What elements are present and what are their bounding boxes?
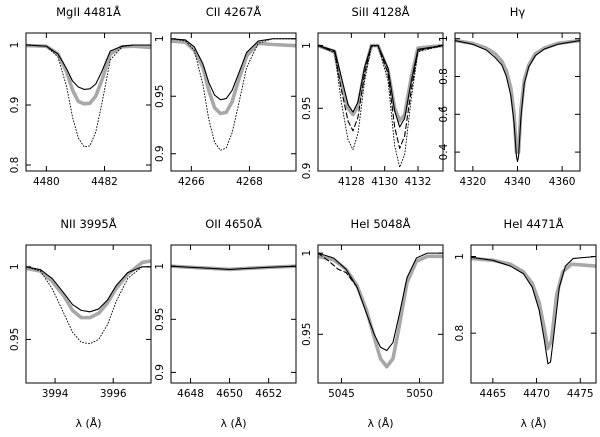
y-tick-label: 0.9 <box>9 97 21 114</box>
series-model-dotted <box>26 44 151 148</box>
plot-frame <box>25 32 152 172</box>
panel-1: 4480 4482 0.8 0.9 1 MgII 4481Å <box>9 4 152 188</box>
panel-3: 4128 4130 4132 0.9 0.95 1 SiII 4128Å <box>301 4 444 188</box>
y-tick-label: 0.8 <box>438 68 450 85</box>
series-group <box>318 43 443 168</box>
series-model-dotted <box>171 38 296 151</box>
series-observed <box>318 254 443 369</box>
x-tick-label: 3994 <box>42 388 69 400</box>
panel-4: 4320 4340 4360 0.4 0.6 0.8 1 Hγ <box>438 5 581 188</box>
panel-7: 5045 5050 0.95 1 HeI 5048Å λ (Å) <box>301 216 444 430</box>
panel-title: MgII 4481Å <box>56 4 121 19</box>
x-axis-label: λ (Å) <box>220 417 246 430</box>
panel-6: 4648 4650 4652 0.9 0.95 1 OII 4650Å λ (Å) <box>154 216 297 430</box>
y-tick-label: 0.9 <box>301 163 313 180</box>
x-axis-label: λ (Å) <box>367 417 393 430</box>
panel-title: NII 3995Å <box>60 216 116 231</box>
y-tick-label: 0.95 <box>154 308 166 331</box>
x-tick-label: 4650 <box>216 388 243 400</box>
panel-title: SiII 4128Å <box>351 4 409 19</box>
x-tick-label: 4360 <box>549 176 576 188</box>
y-tick-label: 0.9 <box>154 145 166 162</box>
x-tick-label: 4475 <box>567 388 594 400</box>
series-model-solid <box>26 44 151 90</box>
x-tick-label: 5045 <box>328 388 355 400</box>
series-model-dotted <box>26 266 151 345</box>
y-tick-label: 1 <box>301 250 313 257</box>
series-observed <box>171 39 296 116</box>
x-tick-label: 4465 <box>479 388 506 400</box>
y-tick-label: 0.8 <box>9 157 21 174</box>
x-tick-label: 4266 <box>178 176 205 188</box>
x-tick-label: 4320 <box>459 176 486 188</box>
panel-title: HeI 5048Å <box>351 216 411 231</box>
x-axis-label: λ (Å) <box>75 417 101 430</box>
x-tick-label: 4652 <box>255 388 282 400</box>
plot-frame <box>170 32 297 172</box>
x-tick-label: 4128 <box>338 176 365 188</box>
y-tick-label: 0.95 <box>9 328 21 351</box>
series-observed <box>455 38 580 154</box>
x-tick-label: 4480 <box>33 176 60 188</box>
x-tick-label: 4132 <box>405 176 432 188</box>
series-model-solid <box>26 266 151 313</box>
plot-frame <box>317 244 444 384</box>
panel-2: 4266 4268 0.9 0.95 1 CII 4267Å <box>154 4 297 188</box>
series-model-dotted <box>318 45 443 168</box>
panel-title: Hγ <box>510 5 526 19</box>
y-tick-label: 0.9 <box>154 364 166 381</box>
series-model-solid <box>455 40 580 163</box>
series-model-solid <box>471 255 596 365</box>
series-group <box>471 255 596 365</box>
x-tick-label: 4470 <box>523 388 550 400</box>
y-tick-label: 1 <box>454 253 466 260</box>
series-group <box>26 259 151 345</box>
series-group <box>318 252 443 369</box>
series-model-solid <box>318 44 443 128</box>
y-tick-label: 0.6 <box>438 106 450 123</box>
y-tick-label: 1 <box>9 42 21 49</box>
panel-5: 3994 3996 0.95 1 NII 3995Å λ (Å) <box>9 216 152 430</box>
series-group <box>455 38 580 163</box>
y-tick-label: 1 <box>438 35 450 42</box>
y-tick-label: 0.95 <box>154 85 166 108</box>
x-tick-label: 4340 <box>504 176 531 188</box>
series-observed <box>471 256 596 351</box>
series-model-solid <box>171 265 296 270</box>
x-axis-label: λ (Å) <box>520 417 546 430</box>
plot-frame <box>317 32 444 172</box>
y-tick-label: 0.4 <box>438 143 450 160</box>
series-model-dashed <box>318 252 358 288</box>
x-tick-label: 4482 <box>91 176 118 188</box>
plot-frame <box>25 244 152 384</box>
y-tick-label: 0.95 <box>301 323 313 346</box>
panel-title: CII 4267Å <box>206 4 262 19</box>
series-observed <box>26 259 151 320</box>
y-tick-label: 0.8 <box>454 325 466 342</box>
y-tick-label: 0.95 <box>301 97 313 120</box>
panel-title: OII 4650Å <box>205 216 262 231</box>
plot-frame <box>170 244 297 384</box>
x-tick-label: 4268 <box>236 176 263 188</box>
y-tick-label: 1 <box>154 263 166 270</box>
series-model-dashed <box>318 44 443 149</box>
y-tick-label: 1 <box>154 35 166 42</box>
series-model-solid <box>318 252 443 352</box>
y-tick-label: 1 <box>9 263 21 270</box>
series-observed <box>26 43 151 106</box>
x-tick-label: 5050 <box>406 388 433 400</box>
series-group <box>171 264 296 272</box>
panel-8: 4465 4470 4475 0.8 1 HeI 4471Å λ (Å) <box>454 216 597 430</box>
y-tick-label: 1 <box>301 42 313 49</box>
x-tick-label: 4648 <box>177 388 204 400</box>
series-group <box>26 43 151 148</box>
panel-title: HeI 4471Å <box>504 216 564 231</box>
x-tick-label: 4130 <box>371 176 398 188</box>
x-tick-label: 3996 <box>100 388 127 400</box>
plot-frame <box>470 244 597 384</box>
series-group <box>171 38 296 151</box>
series-model-solid <box>171 38 296 101</box>
